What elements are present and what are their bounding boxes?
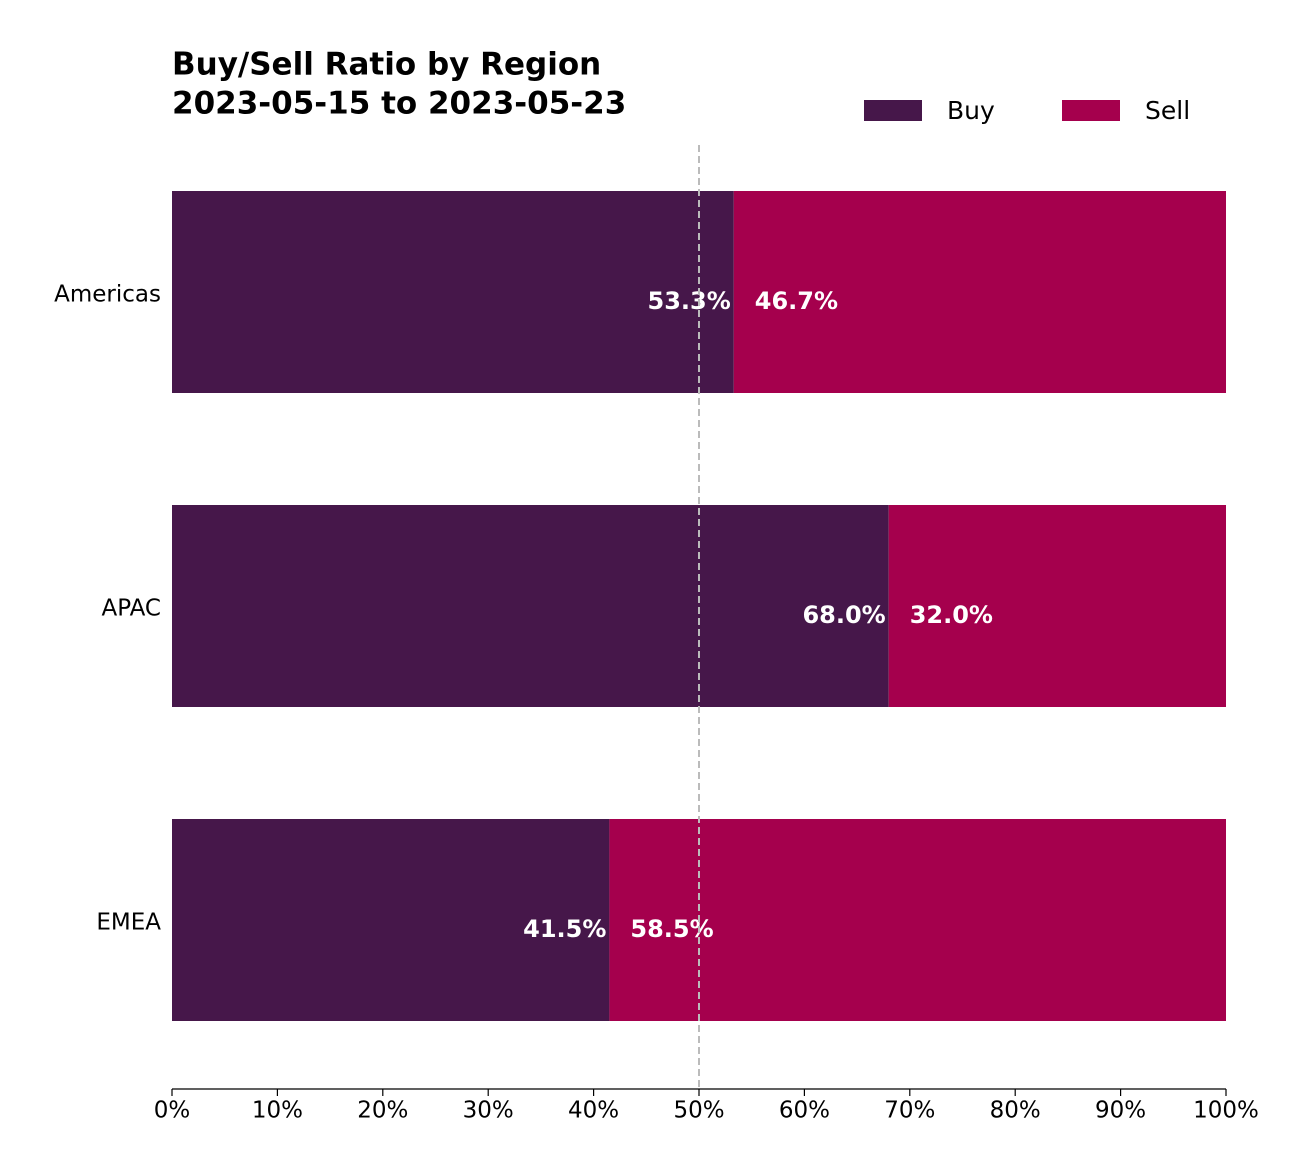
- x-tick-label: 10%: [252, 1098, 303, 1124]
- x-tick-label: 60%: [779, 1098, 830, 1124]
- legend-label: Buy: [947, 96, 995, 125]
- x-tick-label: 90%: [1095, 1098, 1146, 1124]
- value-label: 32.0%: [910, 601, 993, 629]
- bar: [609, 819, 1226, 1021]
- x-tick-label: 100%: [1193, 1098, 1259, 1124]
- value-label: 68.0%: [802, 601, 885, 629]
- value-label: 58.5%: [630, 915, 713, 943]
- y-tick-label: EMEA: [96, 910, 161, 936]
- legend-label: Sell: [1145, 96, 1190, 125]
- bar: [172, 819, 610, 1021]
- value-label: 53.3%: [648, 287, 731, 315]
- x-tick-label: 20%: [357, 1098, 408, 1124]
- bar: [172, 191, 734, 393]
- value-label: 41.5%: [523, 915, 606, 943]
- x-tick-label: 70%: [884, 1098, 935, 1124]
- chart-title: Buy/Sell Ratio by Region: [172, 47, 601, 83]
- y-tick-label: APAC: [101, 596, 161, 622]
- x-tick-label: 40%: [568, 1098, 619, 1124]
- value-label: 46.7%: [755, 287, 838, 315]
- bar: [888, 505, 1226, 707]
- y-tick-label: Americas: [54, 282, 161, 308]
- bar: [172, 505, 889, 707]
- x-tick-label: 30%: [463, 1098, 514, 1124]
- x-tick-label: 50%: [673, 1098, 724, 1124]
- legend-swatch: [1062, 100, 1120, 121]
- bar: [733, 191, 1226, 393]
- x-tick-label: 80%: [990, 1098, 1041, 1124]
- chart-subtitle: 2023-05-15 to 2023-05-23: [172, 86, 626, 122]
- x-tick-label: 0%: [154, 1098, 191, 1124]
- legend-swatch: [864, 100, 922, 121]
